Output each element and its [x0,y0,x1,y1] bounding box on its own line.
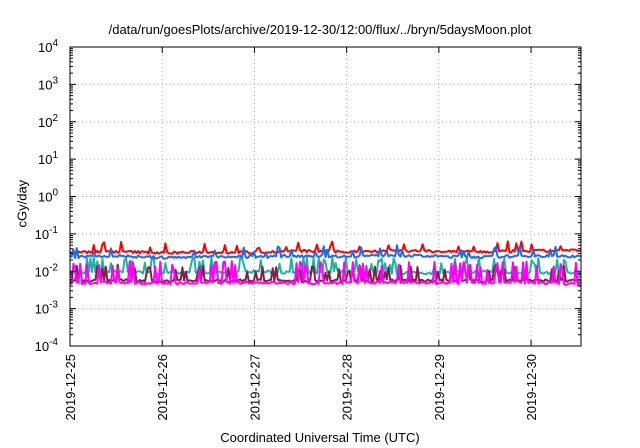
y-tick-label: 10-3 [35,300,59,317]
y-tick-label: 10-2 [35,262,59,279]
x-tick-label: 2019-12-28 [340,354,355,421]
tick-marks [69,46,581,347]
y-tick-label: 103 [38,75,58,92]
x-tick-label: 2019-12-25 [63,354,78,421]
series-line [69,260,582,287]
x-tick-label: 2019-12-30 [524,354,539,421]
x-axis-label: Coordinated Universal Time (UTC) [220,430,420,445]
grid-lines [70,47,581,346]
y-tick-label: 10-4 [35,337,59,354]
x-tick-label: 2019-12-27 [247,354,262,421]
x-tick-label: 2019-12-26 [155,354,170,421]
y-tick-label: 100 [38,188,58,205]
y-tick-labels: 10-4 10-3 10-2 10-1 100 101 102 103 104 [35,38,59,354]
chart-title: /data/run/goesPlots/archive/2019-12-30/1… [108,22,532,37]
y-tick-label: 101 [38,150,58,167]
y-tick-label: 10-1 [35,225,59,242]
series-layer [69,240,582,287]
series-line [69,244,582,260]
x-tick-label: 2019-12-29 [432,354,447,421]
y-tick-label: 104 [38,38,58,55]
y-tick-label: 102 [38,113,58,130]
x-tick-labels: 2019-12-25 2019-12-26 2019-12-27 2019-12-28… [63,354,539,421]
